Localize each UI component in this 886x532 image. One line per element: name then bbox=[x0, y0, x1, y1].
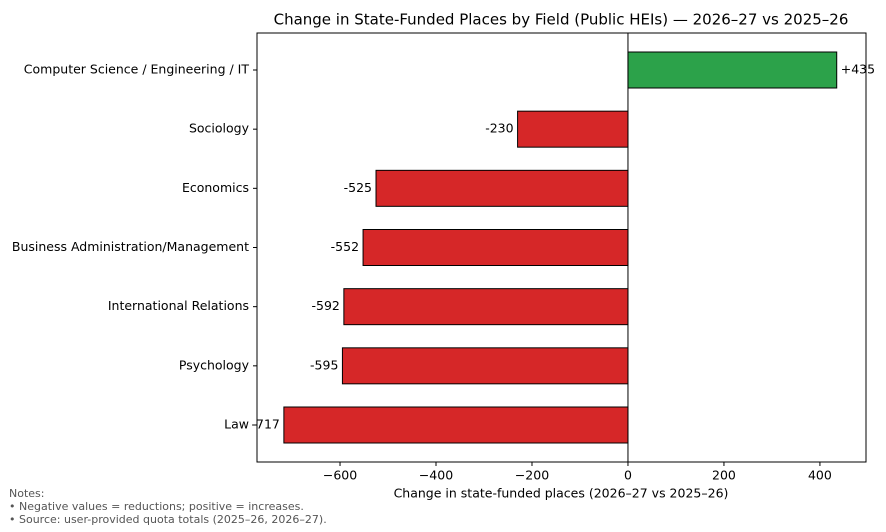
value-label: -552 bbox=[331, 239, 359, 254]
note: • Negative values = reductions; positive… bbox=[9, 500, 304, 513]
value-label: -592 bbox=[311, 298, 339, 313]
bar bbox=[517, 110, 629, 148]
note: Notes: bbox=[9, 487, 44, 500]
value-label: -595 bbox=[310, 357, 338, 372]
x-tick-label: −200 bbox=[515, 468, 549, 483]
bar bbox=[362, 229, 629, 266]
y-tick-label: Business Administration/Management bbox=[12, 239, 249, 254]
value-label: +435 bbox=[841, 62, 875, 77]
y-tick-label: Computer Science / Engineering / IT bbox=[24, 62, 250, 77]
x-tick-label: 0 bbox=[624, 468, 632, 483]
y-tick-label: Law bbox=[224, 417, 249, 432]
x-tick-label: −600 bbox=[323, 468, 357, 483]
y-tick-label: International Relations bbox=[108, 298, 249, 313]
y-tick-label: Sociology bbox=[189, 121, 250, 136]
bar bbox=[627, 51, 838, 89]
bar bbox=[343, 288, 629, 326]
y-tick-label: Psychology bbox=[179, 357, 250, 372]
value-label: -230 bbox=[485, 121, 513, 136]
x-tick-label: 200 bbox=[712, 468, 736, 483]
note: • Source: user-provided quota totals (20… bbox=[9, 513, 327, 526]
y-tick-label: Economics bbox=[182, 180, 249, 195]
x-tick-label: −400 bbox=[419, 468, 453, 483]
bar bbox=[341, 347, 629, 385]
value-label: -525 bbox=[344, 180, 372, 195]
x-tick-label: 400 bbox=[808, 468, 832, 483]
chart-title: Change in State-Funded Places by Field (… bbox=[274, 11, 849, 29]
value-label: -717 bbox=[251, 417, 279, 432]
bar bbox=[375, 169, 629, 207]
bar bbox=[283, 406, 629, 444]
x-axis-label: Change in state-funded places (2026–27 v… bbox=[394, 486, 729, 501]
